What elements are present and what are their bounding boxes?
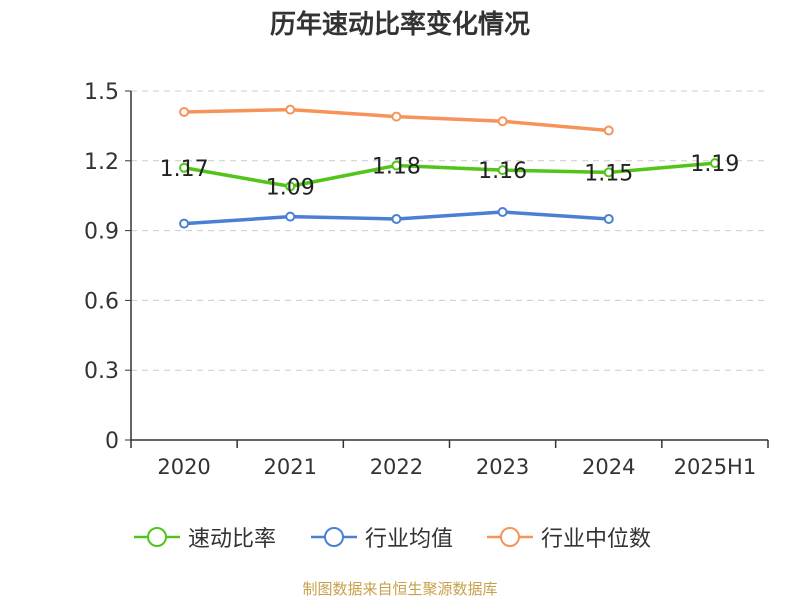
data-point-0 xyxy=(179,162,190,173)
legend-item-industry-median[interactable]: 行业中位数 xyxy=(487,519,651,555)
data-label: 1.16 xyxy=(478,159,527,184)
x-tick-label: 2020 xyxy=(157,455,210,479)
data-point-2 xyxy=(603,125,614,136)
data-point-2 xyxy=(497,116,508,127)
x-tick-label: 2021 xyxy=(264,455,317,479)
data-point-2 xyxy=(391,111,402,122)
legend-marker-industry-median xyxy=(487,527,533,547)
data-point-1 xyxy=(603,213,614,224)
data-point-0 xyxy=(497,165,508,176)
legend-marker-industry-mean xyxy=(311,527,357,547)
x-tick-label: 2022 xyxy=(370,455,423,479)
data-label: 1.19 xyxy=(690,152,739,177)
data-point-1 xyxy=(179,218,190,229)
legend-label-industry-median: 行业中位数 xyxy=(541,527,652,552)
data-point-0 xyxy=(603,167,614,178)
legend-marker-quick-ratio xyxy=(134,527,180,547)
data-point-0 xyxy=(285,181,296,192)
y-tick-label: 0.9 xyxy=(84,220,119,245)
y-tick-label: 0.3 xyxy=(84,359,119,384)
data-label: 1.09 xyxy=(266,175,315,200)
x-tick-label: 2023 xyxy=(476,455,529,479)
legend-item-quick-ratio[interactable]: 速动比率 xyxy=(134,519,276,555)
chart-title: 历年速动比率变化情况 xyxy=(269,10,530,40)
y-tick-label: 0 xyxy=(105,429,119,454)
x-tick-label: 2025H1 xyxy=(674,455,757,479)
data-point-0 xyxy=(709,158,720,169)
data-point-2 xyxy=(285,104,296,115)
legend: 速动比率 行业均值 行业中位数 xyxy=(0,519,800,555)
data-point-1 xyxy=(391,213,402,224)
data-point-2 xyxy=(179,106,190,117)
y-tick-label: 0.6 xyxy=(84,289,119,314)
y-tick-label: 1.2 xyxy=(84,150,119,175)
series-line-0 xyxy=(183,161,716,189)
data-label: 1.18 xyxy=(372,154,421,179)
data-point-0 xyxy=(391,160,402,171)
data-label: 1.15 xyxy=(584,161,633,186)
data-point-1 xyxy=(285,211,296,222)
data-source-note: 制图数据来自恒生聚源数据库 xyxy=(302,580,498,598)
data-label: 1.17 xyxy=(160,157,209,182)
data-point-1 xyxy=(497,206,508,217)
legend-item-industry-mean[interactable]: 行业均值 xyxy=(311,519,453,555)
y-tick-label: 1.5 xyxy=(84,80,119,105)
x-tick-label: 2024 xyxy=(582,455,635,479)
legend-label-quick-ratio: 速动比率 xyxy=(188,527,277,552)
legend-label-industry-mean: 行业均值 xyxy=(365,527,454,552)
